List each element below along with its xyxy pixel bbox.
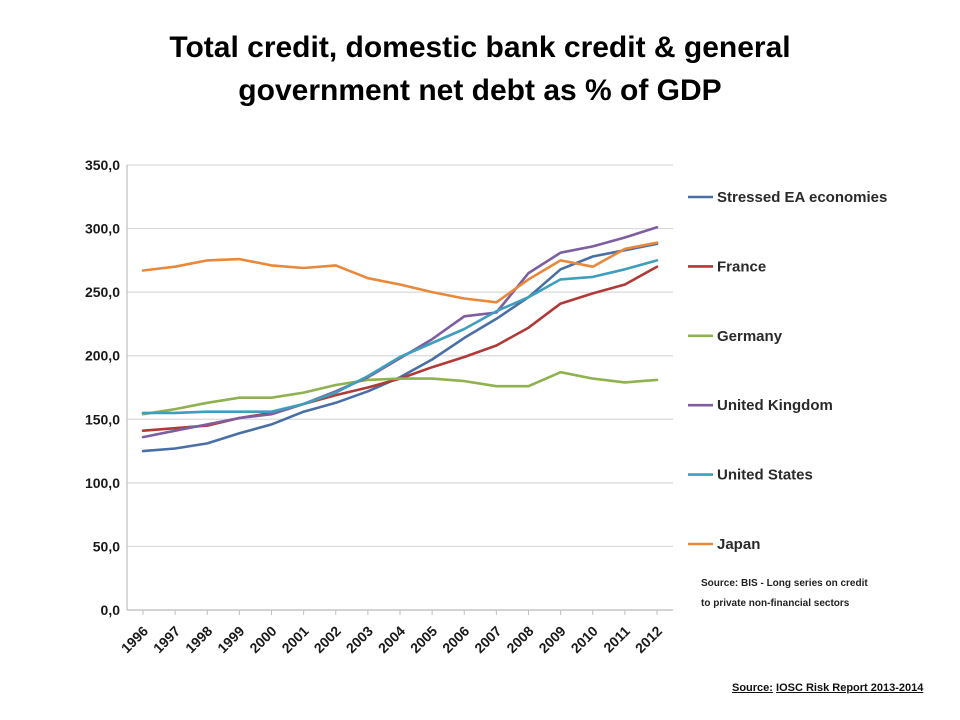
legend-item-united-states: United States — [688, 467, 813, 484]
chart-title: Total credit, domestic bank credit & gen… — [0, 26, 960, 112]
series-line-germany — [141, 370, 659, 416]
chart-title-line-1: Total credit, domestic bank credit & gen… — [169, 31, 791, 64]
legend-item-france: France — [688, 258, 766, 275]
series-lines — [141, 226, 659, 453]
legend-label: Stressed EA economies — [717, 189, 887, 206]
legend-item-germany: Germany — [688, 328, 783, 345]
report-source-footnote: Source: IOSC Risk Report 2013-2014 — [732, 682, 923, 694]
report-source-text: IOSC Risk Report 2013-2014 — [776, 682, 924, 694]
x-tick-label: 2004 — [375, 623, 408, 656]
x-tick-label: 1998 — [182, 623, 215, 656]
y-tick-label: 50,0 — [93, 538, 120, 554]
legend-item-stressed-ea-economies: Stressed EA economies — [688, 189, 887, 206]
x-tick-label: 1997 — [150, 623, 183, 656]
series-line-united-states — [141, 259, 659, 415]
x-tick-label: 2010 — [568, 623, 601, 656]
x-tick-label: 1999 — [214, 623, 247, 656]
y-tick-label: 100,0 — [85, 475, 120, 491]
x-tick-label: 2006 — [439, 623, 472, 656]
gridlines — [127, 164, 673, 611]
legend-label: Germany — [717, 328, 783, 345]
y-tick-label: 200,0 — [85, 348, 120, 364]
legend-label: France — [717, 258, 766, 275]
x-tick-label: 2001 — [278, 623, 311, 656]
x-tick-label: 2002 — [311, 623, 344, 656]
axes: 0,0 50,0 100,0 150,0 200,0 250,0 300,0 350,0 199… — [85, 157, 673, 656]
legend-label: United States — [717, 467, 813, 484]
legend: Stressed EA economies France Germany United… — [688, 189, 887, 553]
report-source-prefix: Source: — [732, 682, 773, 694]
x-tick-label: 2007 — [471, 623, 504, 656]
x-tick-label: 2011 — [600, 623, 633, 656]
x-tick-label: 1996 — [118, 623, 151, 656]
y-tick-label: 350,0 — [85, 157, 120, 173]
series-line-france — [141, 265, 659, 433]
series-line-japan — [141, 241, 659, 304]
legend-item-united-kingdom: United Kingdom — [688, 397, 833, 414]
chart-title-line-2: government net debt as % of GDP — [238, 74, 722, 107]
series-line-stressed-ea-economies — [141, 242, 659, 453]
legend-label: Japan — [717, 536, 760, 553]
x-tick-label: 2012 — [632, 623, 665, 656]
y-tick-label: 300,0 — [85, 221, 120, 237]
x-tick-label: 2009 — [535, 623, 568, 656]
data-source-note: Source: BIS - Long series on credit to p… — [701, 578, 868, 609]
legend-item-japan: Japan — [688, 536, 760, 553]
source-note-line-1: Source: BIS - Long series on credit — [701, 578, 868, 589]
source-note-line-2: to private non-financial sectors — [701, 598, 850, 609]
x-tick-label: 2003 — [343, 623, 376, 656]
y-tick-label: 150,0 — [85, 411, 120, 427]
x-tick-label: 2008 — [503, 623, 536, 656]
y-tick-label: 250,0 — [85, 284, 120, 300]
x-tick-label: 2000 — [246, 623, 279, 656]
legend-label: United Kingdom — [717, 397, 833, 414]
x-tick-label: 2005 — [407, 623, 440, 656]
y-tick-label: 0,0 — [101, 602, 121, 618]
